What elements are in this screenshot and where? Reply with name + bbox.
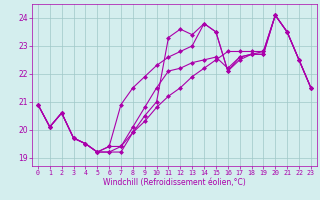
X-axis label: Windchill (Refroidissement éolien,°C): Windchill (Refroidissement éolien,°C) xyxy=(103,178,246,187)
